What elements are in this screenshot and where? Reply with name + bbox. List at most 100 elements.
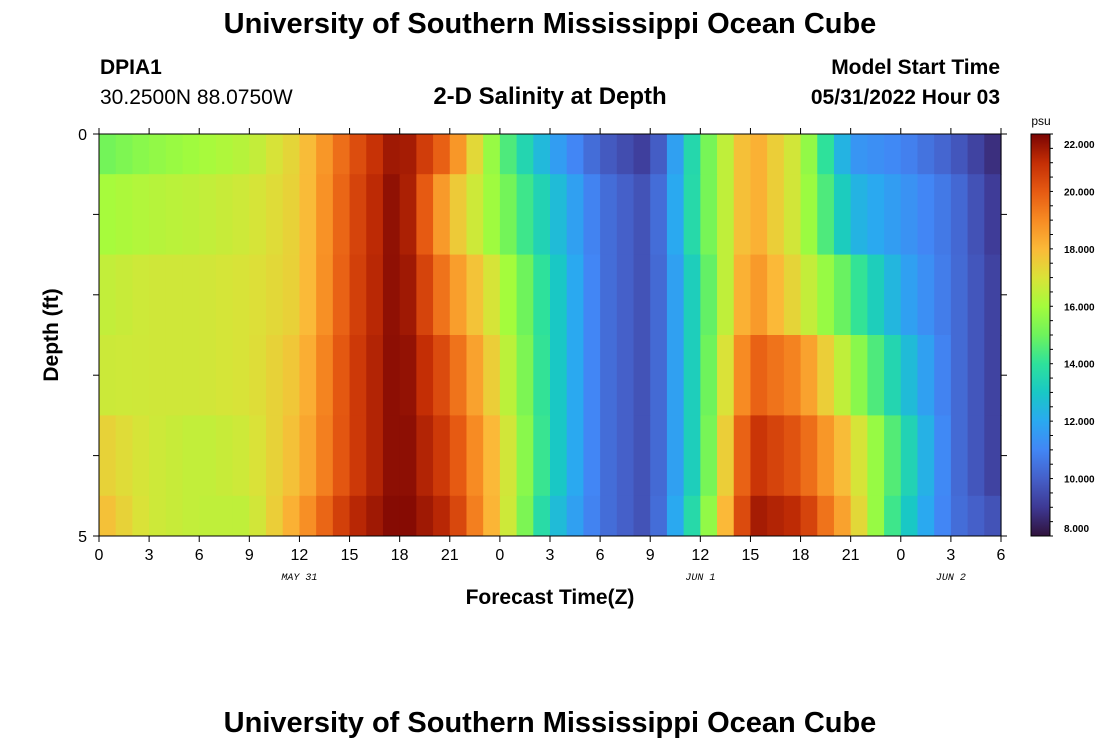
heatmap-cell <box>282 495 301 537</box>
heatmap-cell <box>416 254 434 336</box>
colorbar-tick-label: 12.000 <box>1064 417 1095 428</box>
heatmap-cell <box>299 254 317 336</box>
heatmap-cell <box>850 495 868 537</box>
heatmap-cell <box>316 415 334 497</box>
x-tick-label: 0 <box>495 547 504 564</box>
heatmap-cell <box>266 134 284 175</box>
heatmap-cell <box>433 335 451 416</box>
heatmap-cell <box>984 134 1002 175</box>
heatmap-cell <box>817 495 835 537</box>
heatmap-cell <box>449 415 468 497</box>
heatmap-cell <box>633 415 651 497</box>
heatmap-cell <box>349 415 367 497</box>
heatmap-cell <box>633 174 651 255</box>
heatmap-cell <box>199 174 217 255</box>
heatmap-cell <box>850 174 868 255</box>
heatmap-cell <box>332 174 351 255</box>
x-tick-label: 6 <box>997 547 1006 564</box>
x-axis-title: Forecast Time(Z) <box>466 586 635 609</box>
heatmap-cell <box>516 254 534 336</box>
heatmap-cell <box>683 254 701 336</box>
heatmap-cell <box>115 174 133 255</box>
heatmap-cell <box>833 495 852 537</box>
heatmap-cell <box>717 174 735 255</box>
heatmap-cell <box>884 174 902 255</box>
heatmap-cell <box>416 134 434 175</box>
heatmap-cell <box>449 335 468 416</box>
heatmap-cell <box>466 335 484 416</box>
heatmap-cell <box>382 335 401 416</box>
heatmap-cell <box>232 174 250 255</box>
heatmap-cell <box>516 134 534 175</box>
heatmap-cell <box>433 254 451 336</box>
heatmap-cell <box>666 254 685 336</box>
heatmap-cell <box>215 495 234 537</box>
heatmap-cell <box>750 134 768 175</box>
heatmap-cell <box>950 174 969 255</box>
model-start-label: Model Start Time <box>831 56 1000 79</box>
heatmap-cell <box>750 415 768 497</box>
heatmap-cell <box>99 254 117 336</box>
heatmap-cell <box>550 254 568 336</box>
heatmap-cell <box>483 254 501 336</box>
heatmap-cell <box>984 495 1002 537</box>
heatmap-cell <box>115 415 133 497</box>
heatmap-cell <box>416 174 434 255</box>
heatmap-cell <box>149 335 167 416</box>
heatmap-cell <box>182 415 200 497</box>
heatmap-cell <box>934 415 952 497</box>
heatmap-cell <box>550 415 568 497</box>
heatmap-cell <box>950 335 969 416</box>
heatmap-cell <box>783 335 802 416</box>
heatmap-cell <box>717 495 735 537</box>
heatmap-cell <box>399 415 417 497</box>
heatmap-cell <box>165 254 184 336</box>
x-tick-label: 12 <box>291 547 309 564</box>
heatmap-cell <box>332 495 351 537</box>
x-tick-label: 18 <box>792 547 810 564</box>
heatmap-cell <box>917 415 935 497</box>
heatmap-cell <box>516 335 534 416</box>
heatmap-cell <box>817 134 835 175</box>
heatmap-cell <box>232 134 250 175</box>
heatmap-cell <box>650 335 668 416</box>
heatmap-cell <box>767 254 785 336</box>
heatmap-cell <box>967 415 985 497</box>
heatmap-cell <box>583 495 601 537</box>
heatmap-cell <box>817 415 835 497</box>
heatmap-cell <box>399 254 417 336</box>
heatmap-cell <box>182 335 200 416</box>
heatmap-cell <box>867 495 885 537</box>
heatmap-cell <box>165 335 184 416</box>
heatmap-cell <box>215 335 234 416</box>
heatmap-cell <box>666 134 685 175</box>
heatmap-cell <box>132 134 150 175</box>
heatmap-cell <box>266 495 284 537</box>
heatmap-cell <box>800 495 818 537</box>
heatmap-cell <box>917 495 935 537</box>
heatmap-cell <box>132 495 150 537</box>
heatmap-cell <box>399 134 417 175</box>
heatmap-cell <box>967 335 985 416</box>
heatmap-cell <box>884 134 902 175</box>
heatmap-cell <box>149 134 167 175</box>
heatmap-cell <box>366 335 384 416</box>
heatmap-cell <box>934 174 952 255</box>
heatmap-cell <box>182 134 200 175</box>
heatmap-cell <box>616 134 635 175</box>
heatmap-cell <box>950 415 969 497</box>
x-tick-label: 3 <box>145 547 154 564</box>
heatmap-cell <box>299 335 317 416</box>
heatmap-cell <box>299 134 317 175</box>
station-id: DPIA1 <box>100 56 162 79</box>
heatmap-cell <box>850 415 868 497</box>
heatmap-cell <box>600 335 618 416</box>
heatmap-cell <box>817 174 835 255</box>
heatmap-cell <box>850 335 868 416</box>
x-tick-label: 18 <box>391 547 409 564</box>
heatmap-cell <box>566 495 584 537</box>
heatmap-cell <box>132 254 150 336</box>
heatmap-cell <box>149 174 167 255</box>
heatmap-cell <box>449 254 468 336</box>
heatmap-cell <box>199 495 217 537</box>
